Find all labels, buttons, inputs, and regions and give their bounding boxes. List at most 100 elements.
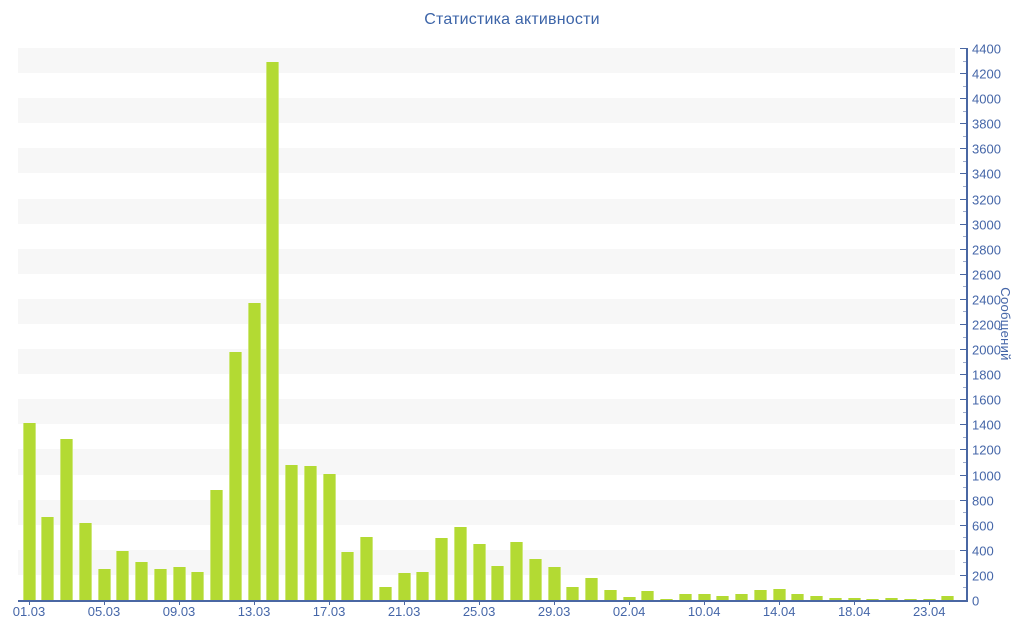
- bar[interactable]: [622, 596, 636, 600]
- bar[interactable]: [191, 572, 205, 600]
- bar[interactable]: [547, 566, 561, 600]
- bar[interactable]: [435, 537, 449, 600]
- y-minor-tick: [963, 85, 967, 87]
- bar[interactable]: [60, 439, 73, 600]
- y-tick-label: 2400: [972, 292, 1001, 308]
- x-tick: [629, 600, 631, 605]
- y-major-tick: [960, 349, 967, 351]
- bar[interactable]: [941, 596, 955, 600]
- bar[interactable]: [303, 465, 317, 600]
- bar[interactable]: [678, 594, 692, 600]
- y-tick-label: 4200: [972, 66, 1001, 82]
- bar[interactable]: [416, 571, 430, 600]
- bar[interactable]: [735, 594, 749, 600]
- x-tick: [779, 600, 781, 605]
- y-tick-label: 2000: [972, 342, 1001, 358]
- y-major-tick: [960, 298, 967, 300]
- bar[interactable]: [397, 573, 411, 600]
- bars-layer: [18, 48, 955, 600]
- x-tick: [404, 600, 406, 605]
- grid-band: [18, 173, 955, 199]
- bar[interactable]: [566, 587, 580, 600]
- bar[interactable]: [716, 595, 730, 600]
- bar[interactable]: [41, 517, 55, 600]
- bar[interactable]: [135, 562, 149, 600]
- bar[interactable]: [266, 62, 280, 600]
- y-minor-tick: [963, 336, 967, 338]
- bar[interactable]: [247, 302, 261, 600]
- bar[interactable]: [828, 597, 842, 600]
- bar[interactable]: [585, 578, 599, 600]
- bar[interactable]: [847, 598, 861, 600]
- grid-band: [18, 424, 955, 450]
- y-tick-label: 3000: [972, 217, 1001, 233]
- bar[interactable]: [472, 544, 486, 600]
- y-tick-label: 600: [972, 518, 994, 534]
- bar[interactable]: [210, 489, 224, 600]
- bar[interactable]: [772, 588, 786, 600]
- grid-band: [18, 273, 955, 299]
- y-tick-label: 800: [972, 493, 994, 509]
- bar[interactable]: [453, 527, 467, 600]
- y-tick-label: 3400: [972, 166, 1001, 182]
- bar[interactable]: [603, 589, 617, 600]
- y-tick-label: 2800: [972, 242, 1001, 258]
- bar[interactable]: [753, 589, 767, 600]
- bar[interactable]: [791, 594, 805, 600]
- x-tick: [254, 600, 256, 605]
- x-tick-label: 29.03: [537, 604, 571, 619]
- y-tick-label: 3800: [972, 116, 1001, 132]
- bar[interactable]: [866, 598, 880, 600]
- bar[interactable]: [97, 569, 111, 600]
- y-tick-label: 2200: [972, 317, 1001, 333]
- grid-band: [18, 198, 955, 224]
- x-tick-label: 05.03: [87, 604, 121, 619]
- x-tick-label: 21.03: [387, 604, 421, 619]
- bar[interactable]: [697, 593, 711, 600]
- bar[interactable]: [341, 552, 355, 600]
- y-tick-label: 0: [972, 593, 980, 609]
- bar[interactable]: [172, 567, 186, 600]
- bar[interactable]: [885, 598, 899, 600]
- bar[interactable]: [322, 473, 336, 600]
- bar[interactable]: [903, 598, 917, 600]
- bar[interactable]: [641, 591, 655, 600]
- x-tick: [104, 600, 106, 605]
- y-tick-label: 1000: [972, 468, 1001, 484]
- bar[interactable]: [360, 536, 374, 600]
- axis-line: [966, 48, 968, 602]
- y-minor-tick: [963, 211, 967, 213]
- bar[interactable]: [378, 587, 392, 600]
- bar[interactable]: [116, 551, 130, 600]
- bar[interactable]: [810, 596, 824, 600]
- y-minor-tick: [963, 587, 967, 589]
- grid-band: [18, 123, 955, 149]
- x-tick-label: 09.03: [162, 604, 196, 619]
- y-tick-label: 1200: [972, 442, 1001, 458]
- y-major-tick: [960, 198, 967, 200]
- grid-band: [18, 324, 955, 350]
- axis-line: [18, 600, 967, 602]
- bar[interactable]: [228, 351, 242, 600]
- bar[interactable]: [153, 569, 167, 600]
- bar[interactable]: [491, 565, 505, 600]
- y-major-tick: [960, 248, 967, 250]
- bar[interactable]: [528, 558, 542, 600]
- bar[interactable]: [78, 523, 92, 600]
- bar[interactable]: [922, 598, 936, 600]
- bar[interactable]: [285, 465, 299, 600]
- y-major-tick: [960, 98, 967, 100]
- y-minor-tick: [963, 487, 967, 489]
- x-tick-label: 01.03: [12, 604, 46, 619]
- y-minor-tick: [963, 361, 967, 363]
- x-tick-label: 25.03: [462, 604, 496, 619]
- x-tick: [704, 600, 706, 605]
- grid-band: [18, 148, 955, 174]
- bar[interactable]: [510, 542, 524, 600]
- bar[interactable]: [660, 598, 674, 600]
- y-major-tick: [960, 499, 967, 501]
- y-tick-label: 1400: [972, 417, 1001, 433]
- bar[interactable]: [22, 423, 36, 600]
- y-minor-tick: [963, 236, 967, 238]
